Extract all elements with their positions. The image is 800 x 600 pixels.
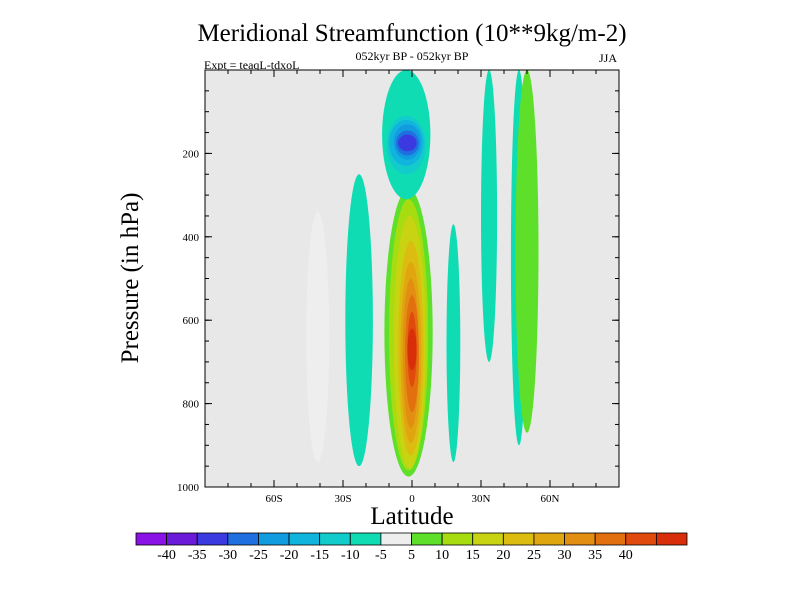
- colorbar-swatch: [258, 532, 290, 546]
- colorbar-swatch: [533, 532, 565, 546]
- colorbar-label: 15: [466, 548, 480, 563]
- colorbar-swatch: [319, 532, 351, 546]
- x-axis-label: Latitude: [370, 503, 453, 530]
- colorbar-swatch: [625, 532, 657, 546]
- cell-nh-upper-neg: [481, 70, 498, 362]
- chart-title: Meridional Streamfunction (10**9kg/m-2): [197, 20, 626, 47]
- y-tick-label: 400: [183, 232, 200, 244]
- colorbar-swatch: [441, 532, 474, 546]
- y-axis-label: Pressure (in hPa): [117, 193, 144, 364]
- plot-area: [205, 70, 619, 487]
- cell-nh-subtrop-neg: [446, 224, 461, 462]
- colorbar-label: 5: [408, 548, 415, 563]
- colorbar-label: -20: [280, 548, 299, 563]
- colorbar-swatch: [411, 532, 443, 546]
- y-tick-label: 600: [183, 315, 200, 327]
- colorbar-label: 40: [619, 548, 633, 563]
- y-tick-label: 1000: [177, 482, 200, 494]
- colorbar-label: -25: [249, 548, 268, 563]
- colorbar-label: -40: [157, 548, 176, 563]
- colorbar-swatch: [380, 532, 412, 546]
- colorbar-swatch: [594, 532, 627, 546]
- right-annotation: JJA: [599, 51, 617, 65]
- colorbar-swatch: [288, 532, 321, 546]
- colorbar-swatch: [564, 532, 596, 546]
- axes: 60S 30S 0 30N 60N 200 400 600 800 1000: [177, 69, 620, 505]
- colorbar-label: -15: [310, 548, 329, 563]
- colorbar-swatch: [166, 532, 198, 546]
- cell-upper-neg-6: [398, 134, 417, 152]
- colorbar-label: -35: [188, 548, 207, 563]
- cell-nh-midlat-pos: [515, 70, 539, 433]
- colorbar-swatch: [655, 532, 688, 546]
- colorbar-label: -30: [218, 548, 237, 563]
- colorbar: -40 -35 -30 -25 -20 -15 -10 -5 5 10 15 20 25 30 35 40: [135, 532, 688, 563]
- left-annotation: Expt = teaqL-tdxoL: [204, 58, 299, 72]
- colorbar-label: 25: [527, 548, 541, 563]
- x-tick-label: 60S: [265, 493, 282, 505]
- colorbar-label: -10: [341, 548, 360, 563]
- colorbar-label: -5: [375, 548, 387, 563]
- x-tick-label: 30S: [334, 493, 351, 505]
- colorbar-swatch: [135, 532, 168, 546]
- colorbar-swatch: [196, 532, 229, 546]
- cell-sh-midlat-1: [306, 211, 330, 462]
- cell-sh-subtrop-neg: [345, 174, 373, 467]
- colorbar-label: 30: [558, 548, 572, 563]
- cell-eq-pos-9: [407, 328, 417, 371]
- x-tick-label: 0: [409, 493, 415, 505]
- y-tick-label: 800: [183, 399, 200, 411]
- x-tick-label: 60N: [541, 493, 560, 505]
- colorbar-label: 35: [588, 548, 602, 563]
- colorbar-swatch: [227, 532, 259, 546]
- colorbar-label: 10: [435, 548, 449, 563]
- colorbar-swatch: [502, 532, 535, 546]
- chart-subtitle: 052kyr BP - 052kyr BP: [356, 49, 469, 63]
- colorbar-swatch: [472, 532, 504, 546]
- colorbar-swatch: [349, 532, 382, 546]
- x-tick-label: 30N: [472, 493, 491, 505]
- y-tick-label: 200: [183, 148, 200, 160]
- colorbar-label: 20: [496, 548, 510, 563]
